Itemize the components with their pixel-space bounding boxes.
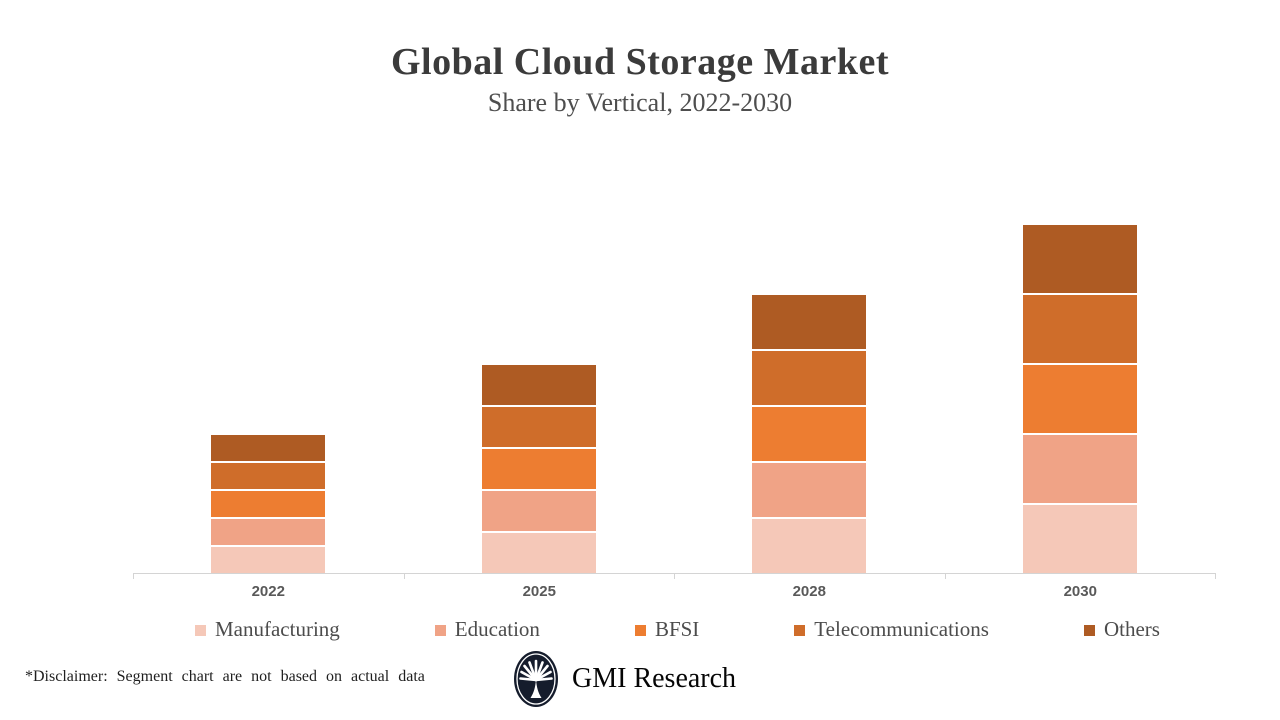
x-axis-tick (1215, 573, 1216, 579)
disclaimer-text: *Disclaimer: Segment chart are not based… (25, 668, 425, 685)
segment-2025-bfsi (482, 447, 596, 489)
segment-2028-bfsi (752, 405, 866, 461)
legend-label: BFSI (654, 616, 700, 641)
x-axis-label-2028: 2028 (792, 583, 826, 600)
segment-2030-education (1023, 433, 1137, 503)
segment-2025-telecommunications (482, 405, 596, 447)
legend-label: Manufacturing (215, 616, 340, 641)
gmi-logo-icon (514, 651, 558, 707)
legend-swatch-icon (195, 625, 206, 636)
legend-label: Telecommunications (814, 616, 989, 641)
segment-2028-manufacturing (752, 517, 866, 573)
bar-2022 (211, 433, 325, 573)
legend-item-bfsi: BFSI (634, 616, 700, 642)
legend-swatch-icon (634, 625, 646, 636)
segment-2030-bfsi (1023, 363, 1137, 433)
segment-2025-others (482, 363, 596, 405)
legend-label: Others (1103, 616, 1160, 641)
legend-item-telecommunications: Telecommunications (794, 617, 989, 642)
segment-2022-others (211, 433, 325, 461)
segment-2030-others (1023, 223, 1137, 293)
chart-header: Global Cloud Storage Market Share by Ver… (0, 41, 1280, 118)
segment-2030-manufacturing (1023, 503, 1137, 573)
bar-2028 (752, 293, 866, 573)
x-axis-tick (945, 573, 946, 579)
x-axis-label-2022: 2022 (251, 583, 285, 600)
segment-2025-manufacturing (482, 531, 596, 573)
legend-swatch-icon (1083, 625, 1095, 636)
segment-2028-telecommunications (752, 349, 866, 405)
x-axis-tick (404, 573, 405, 579)
x-axis-label-2025: 2025 (522, 583, 556, 600)
segment-2022-bfsi (211, 489, 325, 517)
brand-footer: GMI Research (513, 650, 736, 708)
legend-item-others: Others (1083, 616, 1160, 642)
legend-swatch-icon (434, 625, 446, 636)
legend-label: Education (454, 616, 540, 641)
segment-2030-telecommunications (1023, 293, 1137, 363)
x-axis-tick (133, 573, 134, 579)
bar-2030 (1023, 223, 1137, 573)
legend-item-manufacturing: Manufacturing (195, 617, 340, 642)
segment-2028-others (752, 293, 866, 349)
chart-subtitle: Share by Vertical, 2022-2030 (487, 87, 793, 117)
brand-name: GMI Research (572, 663, 737, 694)
legend-item-education: Education (434, 616, 540, 642)
segment-2028-education (752, 461, 866, 517)
x-axis-tick (674, 573, 675, 579)
segment-2022-telecommunications (211, 461, 325, 489)
segment-2025-education (482, 489, 596, 531)
x-axis-label-2030: 2030 (1063, 583, 1097, 600)
segment-2022-education (211, 517, 325, 545)
chart-legend: Manufacturing Education BFSI Telecommunicat… (195, 612, 1160, 646)
legend-swatch-icon (794, 625, 806, 636)
segment-2022-manufacturing (211, 545, 325, 573)
bar-2025 (482, 363, 596, 573)
chart-title: Global Cloud Storage Market (391, 41, 889, 83)
